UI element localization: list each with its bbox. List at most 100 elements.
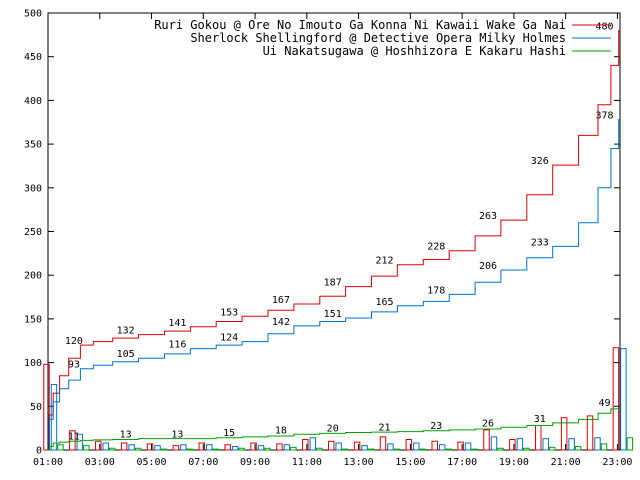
legend-label: Ruri Gokou @ Ore No Imouto Ga Konna Ni K… (154, 18, 566, 32)
bar (57, 444, 64, 451)
bar (457, 441, 464, 451)
data-label: 378 (595, 111, 613, 122)
bar (438, 444, 446, 451)
bar (387, 443, 394, 451)
bar (120, 442, 128, 451)
bar (341, 448, 349, 451)
data-label: 141 (168, 318, 186, 329)
bar (146, 443, 154, 451)
bar (43, 363, 50, 451)
y-tick-label: 350 (24, 140, 42, 151)
y-tick-label: 0 (36, 446, 42, 457)
bar (353, 441, 361, 451)
bar (413, 442, 420, 451)
y-tick-label: 500 (24, 9, 42, 20)
data-label: 93 (68, 360, 80, 371)
bar (302, 439, 309, 451)
data-label: 15 (223, 428, 235, 439)
bar (405, 439, 413, 451)
y-tick-label: 150 (24, 314, 42, 325)
data-label: 11 (68, 431, 80, 442)
bar (600, 443, 608, 451)
y-tick-label: 450 (24, 52, 42, 63)
data-label: 13 (171, 430, 183, 441)
data-label: 263 (479, 211, 497, 222)
bar (309, 437, 317, 451)
bar (393, 448, 401, 451)
bar (367, 448, 375, 451)
bar (612, 347, 620, 451)
hourly-bars (43, 347, 634, 451)
y-tick-label: 250 (24, 227, 42, 238)
bar (134, 447, 142, 451)
bar (535, 425, 542, 451)
bar (516, 438, 524, 451)
data-label: 124 (220, 333, 238, 344)
bar (490, 436, 498, 451)
x-axis: 01:00 03:00 05:00 07:00 09:00 11:00 13:00 15:00… (33, 13, 632, 468)
bar (283, 444, 291, 451)
series-line (48, 406, 620, 451)
data-label: 23 (430, 421, 442, 432)
data-label: 116 (168, 340, 186, 351)
x-tick-label: 07:00 (188, 457, 218, 468)
y-tick-label: 200 (24, 271, 42, 282)
data-label: 120 (65, 336, 83, 347)
data-label: 142 (272, 317, 290, 328)
series-line (48, 30, 620, 451)
bar (523, 447, 530, 451)
data-label: 18 (275, 425, 287, 436)
x-tick-label: 03:00 (85, 457, 115, 468)
bar (128, 444, 135, 451)
data-label: 26 (482, 418, 494, 429)
x-tick-label: 19:00 (499, 457, 529, 468)
bar (620, 348, 627, 451)
data-label: 151 (324, 309, 342, 320)
y-tick-label: 100 (24, 358, 42, 369)
data-label: 105 (117, 349, 135, 360)
bar (276, 443, 283, 451)
x-tick-label: 09:00 (240, 457, 270, 468)
data-label: 153 (220, 307, 238, 318)
bar (290, 446, 297, 451)
bar (361, 445, 368, 451)
bar (250, 442, 257, 451)
bar (231, 446, 239, 451)
bar (574, 446, 582, 451)
bar (548, 446, 556, 451)
x-tick-label: 01:00 (33, 457, 63, 468)
bar (257, 445, 265, 451)
bar (560, 417, 568, 451)
y-tick-label: 400 (24, 96, 42, 107)
bar (198, 442, 206, 451)
data-label: 165 (375, 297, 393, 308)
data-label: 31 (534, 414, 546, 425)
bar (224, 444, 231, 451)
bar (108, 447, 116, 451)
y-axis: 0 50 100 150 200 250 300 350 400 450 500 (24, 9, 620, 457)
bar (212, 448, 219, 451)
bar (568, 438, 575, 451)
bar (445, 448, 452, 451)
data-label: 326 (531, 156, 549, 167)
bar (431, 440, 438, 451)
bar (594, 437, 601, 451)
plot-frame (47, 12, 621, 451)
bar (160, 448, 168, 451)
bar (327, 440, 335, 451)
bar (154, 445, 161, 451)
bar (69, 430, 76, 451)
data-label: 228 (427, 242, 445, 253)
bar (186, 448, 194, 451)
bar (180, 444, 187, 451)
bar (76, 433, 84, 451)
bar (335, 442, 342, 451)
bar (464, 442, 472, 451)
data-label: 212 (375, 256, 393, 267)
bar (626, 437, 634, 451)
x-tick-label: 17:00 (447, 457, 477, 468)
legend-label: Ui Nakatsugawa @ Hoshhizora E Kakaru Has… (263, 44, 566, 58)
x-tick-label: 13:00 (344, 457, 374, 468)
bar (238, 447, 245, 451)
